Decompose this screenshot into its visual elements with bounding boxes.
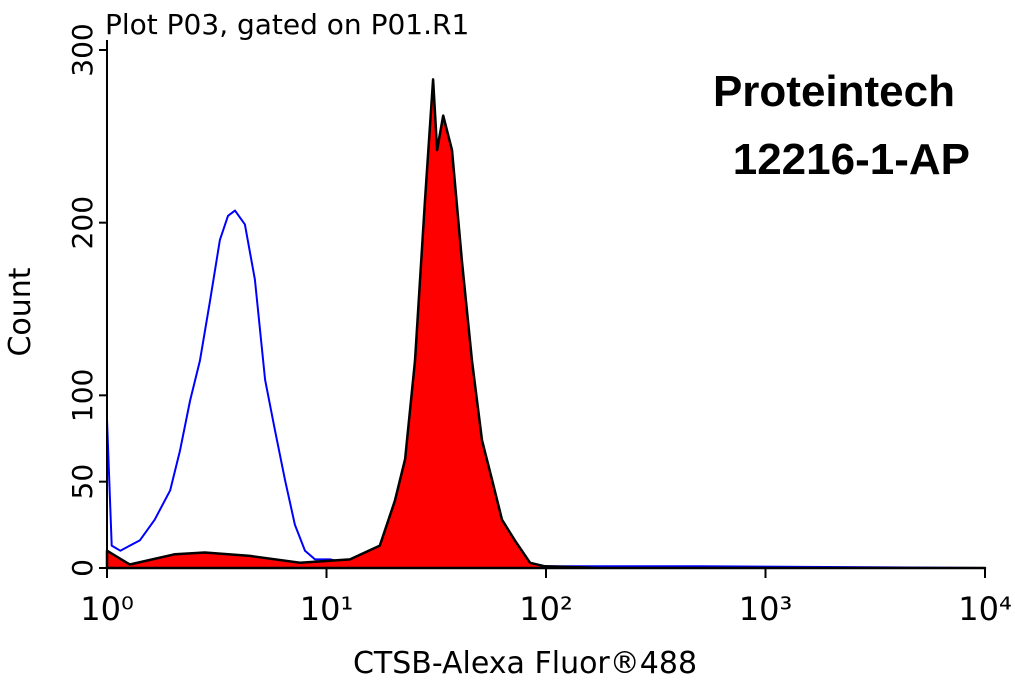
x-tick-label: 10³ xyxy=(739,590,793,628)
annotation: 12216-1-AP xyxy=(733,135,970,184)
x-tick-label: 10⁴ xyxy=(958,590,1012,628)
y-axis-label: Count xyxy=(3,267,38,356)
y-tick-label: 50 xyxy=(66,464,99,500)
x-tick-label: 10⁰ xyxy=(80,590,134,628)
x-axis-label: CTSB-Alexa Fluor®488 xyxy=(353,646,697,681)
chart-title: Plot P03, gated on P01.R1 xyxy=(105,8,469,41)
y-tick-label: 300 xyxy=(66,23,99,76)
x-tick-label: 10² xyxy=(519,590,573,628)
y-tick-label: 100 xyxy=(66,369,99,422)
annotation: Proteintech xyxy=(713,67,955,116)
filled-histogram xyxy=(105,78,987,570)
y-tick-label: 0 xyxy=(66,559,99,577)
y-tick-label: 200 xyxy=(66,196,99,249)
histogram-line xyxy=(106,209,986,569)
x-tick-label: 10¹ xyxy=(300,590,354,628)
